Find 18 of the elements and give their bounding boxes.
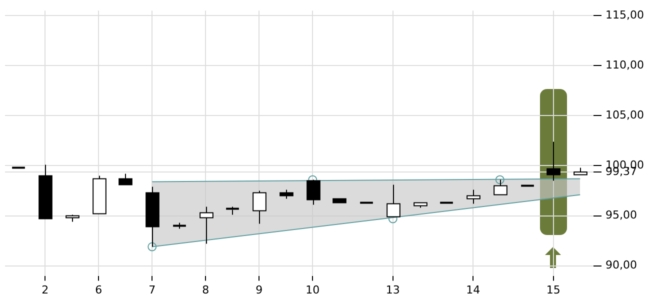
candlestick [38, 164, 52, 220]
y-tick-label: 110,00 [606, 58, 644, 72]
x-tick-label: 6 [95, 283, 102, 296]
x-tick-label: 8 [202, 283, 210, 296]
y-tick-label: 95,00 [606, 208, 638, 222]
x-tick-label: 13 [386, 283, 400, 296]
x-tick-label: 9 [256, 283, 263, 296]
x-tick-label: 15 [546, 283, 560, 296]
point [495, 175, 504, 184]
x-tick-label: 2 [42, 283, 49, 296]
point [148, 242, 157, 252]
y-tick-label: 115,00 [606, 8, 644, 22]
candlestick [252, 190, 266, 224]
y-tick-label: 90,00 [606, 258, 638, 272]
x-tick-label: 14 [466, 283, 480, 296]
x-tick-label: 7 [148, 283, 156, 296]
y-tick-label: 105,00 [606, 108, 644, 122]
x-tick-label: 10 [306, 283, 320, 296]
